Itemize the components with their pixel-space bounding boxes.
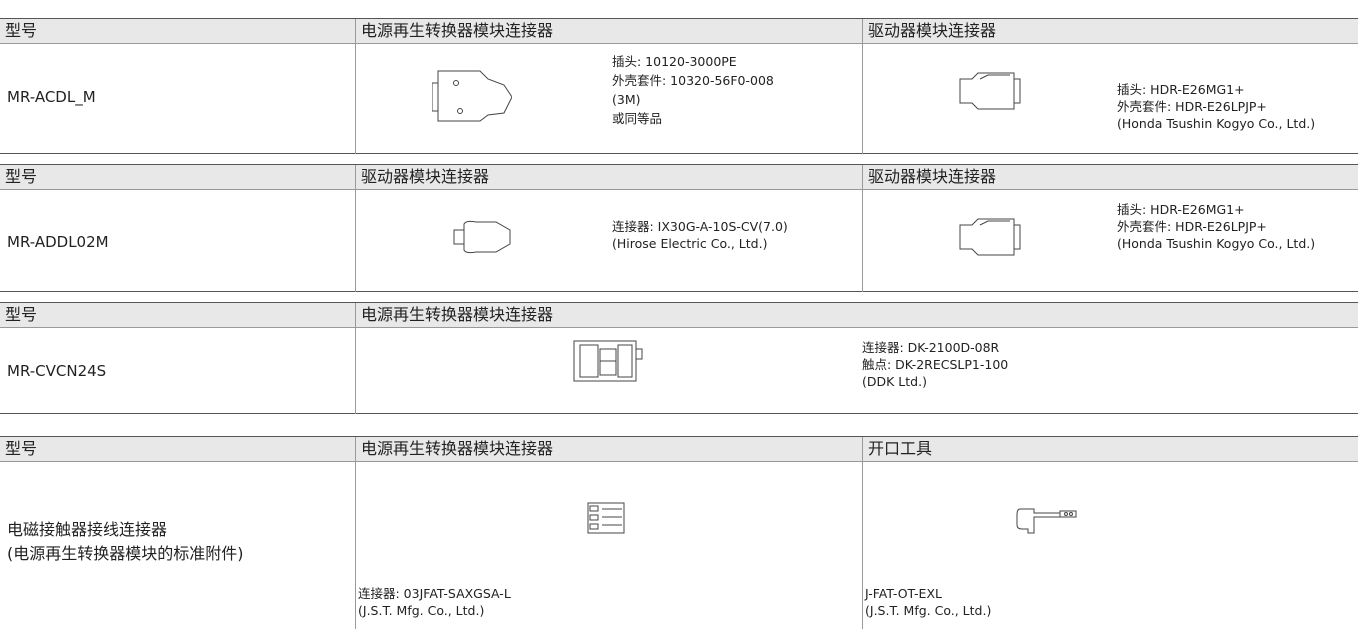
text-line: J-FAT-OT-EXL	[865, 586, 942, 601]
header-cell: 开口工具	[862, 437, 1358, 461]
header-cell: 型号	[5, 167, 38, 186]
cell-text: 插头: 10120-3000PE 外壳套件: 10320-56F0-008 (3…	[612, 52, 774, 128]
cell-text: 连接器: DK-2100D-08R 触点: DK-2RECSLP1-100 (D…	[862, 339, 1008, 390]
divider	[862, 190, 863, 292]
divider	[355, 190, 356, 292]
text-line: (J.S.T. Mfg. Co., Ltd.)	[358, 603, 485, 618]
model-line: MR-ACDL_M	[7, 88, 96, 106]
header-cell: 驱动器模块连接器	[862, 19, 1358, 43]
text-line: 插头: 10120-3000PE	[612, 54, 737, 69]
table: 型号 驱动器模块连接器 驱动器模块连接器 MR-ADDL02M 连接器: IX3…	[0, 164, 1358, 292]
cell-text: 连接器: IX30G-A-10S-CV(7.0) (Hirose Electri…	[612, 218, 788, 252]
table-header: 型号 电源再生转换器模块连接器	[0, 303, 1358, 328]
model: MR-CVCN24S	[7, 360, 106, 382]
table-header: 型号 驱动器模块连接器 驱动器模块连接器	[0, 165, 1358, 190]
header-cell: 电源再生转换器模块连接器	[355, 303, 1358, 327]
text-line: 或同等品	[612, 111, 663, 126]
model: MR-ACDL_M	[7, 86, 96, 108]
model: MR-ADDL02M	[7, 231, 109, 253]
header-cell: 型号	[5, 21, 38, 40]
table: 型号 电源再生转换器模块连接器 驱动器模块连接器 MR-ACDL_M 插头: 1…	[0, 18, 1358, 154]
text-line: 外壳套件: HDR-E26LPJP+	[1117, 219, 1267, 234]
model-line: MR-ADDL02M	[7, 233, 109, 251]
text-line: (3M)	[612, 92, 641, 107]
model: 电磁接触器接线连接器 (电源再生转换器模块的标准附件)	[7, 518, 244, 566]
header-cell: 型号	[5, 305, 38, 324]
header-cell: 电源再生转换器模块连接器	[355, 19, 862, 43]
connector-icon	[432, 70, 512, 122]
table: 型号 电源再生转换器模块连接器 开口工具 电磁接触器接线连接器 (电源再生转换器…	[0, 436, 1358, 629]
model-line: MR-CVCN24S	[7, 362, 107, 380]
header-cell: 电源再生转换器模块连接器	[355, 437, 862, 461]
connector-icon	[587, 502, 625, 534]
text-line: 连接器: IX30G-A-10S-CV(7.0)	[612, 219, 788, 234]
cell-text: 连接器: 03JFAT-SAXGSA-L (J.S.T. Mfg. Co., L…	[358, 585, 511, 619]
connector-icon	[959, 72, 1021, 110]
header-cell: 型号	[5, 439, 38, 458]
text-line: 外壳套件: 10320-56F0-008	[612, 73, 774, 88]
model-line: 电磁接触器接线连接器	[7, 520, 168, 539]
model-line: (电源再生转换器模块的标准附件)	[7, 544, 244, 563]
text-line: (Honda Tsushin Kogyo Co., Ltd.)	[1117, 236, 1316, 251]
cell-text: 插头: HDR-E26MG1+ 外壳套件: HDR-E26LPJP+ (Hond…	[1117, 201, 1315, 252]
cell-text: 插头: HDR-E26MG1+ 外壳套件: HDR-E26LPJP+ (Hond…	[1117, 81, 1315, 132]
text-line: 外壳套件: HDR-E26LPJP+	[1117, 99, 1267, 114]
text-line: (DDK Ltd.)	[862, 374, 927, 389]
text-line: 插头: HDR-E26MG1+	[1117, 202, 1245, 217]
divider	[355, 328, 356, 414]
text-line: (Hirose Electric Co., Ltd.)	[612, 236, 768, 251]
text-line: (Honda Tsushin Kogyo Co., Ltd.)	[1117, 116, 1316, 131]
divider	[355, 44, 356, 154]
connector-icon	[959, 218, 1021, 256]
table-header: 型号 电源再生转换器模块连接器 开口工具	[0, 437, 1358, 462]
text-line: 触点: DK-2RECSLP1-100	[862, 357, 1009, 372]
text-line: 连接器: DK-2100D-08R	[862, 340, 1000, 355]
text-line: 插头: HDR-E26MG1+	[1117, 82, 1245, 97]
header-cell: 驱动器模块连接器	[355, 165, 862, 189]
divider	[862, 462, 863, 629]
table-header: 型号 电源再生转换器模块连接器 驱动器模块连接器	[0, 19, 1358, 44]
header-cell: 驱动器模块连接器	[862, 165, 1358, 189]
divider	[862, 44, 863, 154]
tool-icon	[1016, 508, 1077, 534]
connector-icon	[453, 220, 511, 254]
text-line: 连接器: 03JFAT-SAXGSA-L	[358, 586, 511, 601]
text-line: (J.S.T. Mfg. Co., Ltd.)	[865, 603, 992, 618]
connector-icon	[573, 340, 643, 382]
divider	[355, 462, 356, 629]
cell-text: J-FAT-OT-EXL (J.S.T. Mfg. Co., Ltd.)	[865, 585, 991, 619]
table: 型号 电源再生转换器模块连接器 MR-CVCN24S 连接器: DK-2100D…	[0, 302, 1358, 414]
